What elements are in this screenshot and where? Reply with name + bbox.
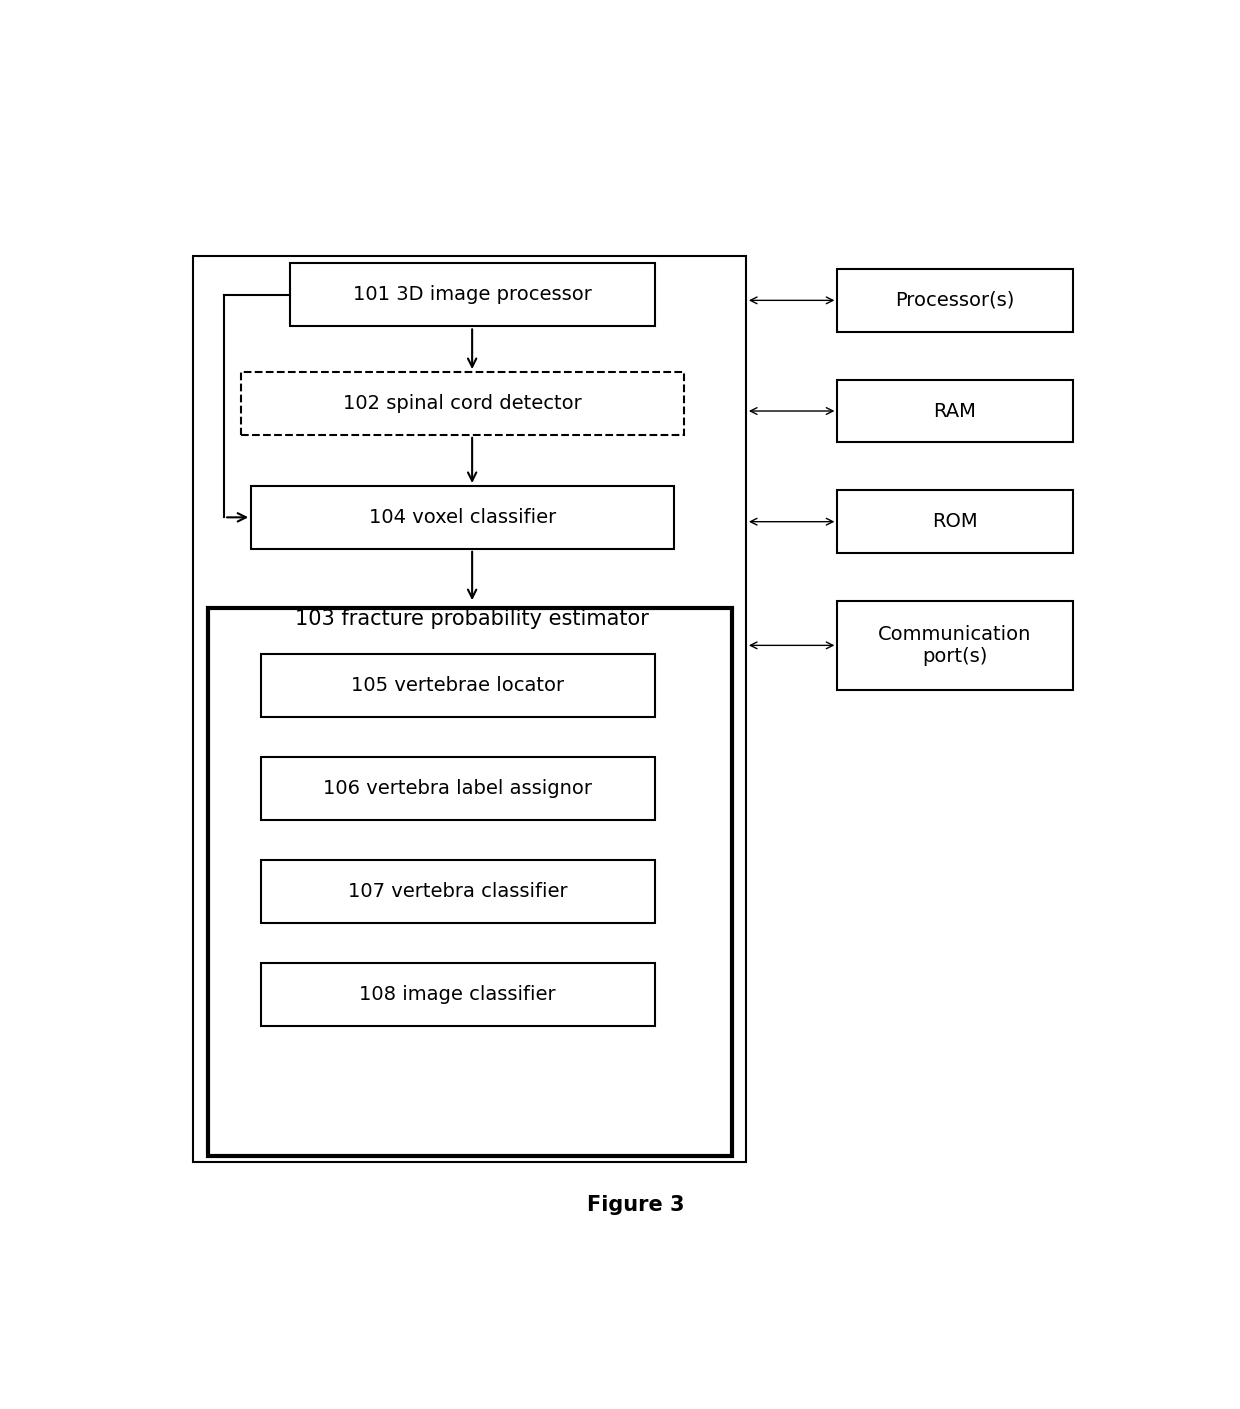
Bar — [250, 486, 675, 548]
Bar — [193, 256, 746, 1162]
Bar — [242, 372, 683, 435]
Bar — [837, 379, 1073, 442]
Bar — [260, 964, 655, 1026]
Text: 101 3D image processor: 101 3D image processor — [352, 286, 591, 304]
Bar — [260, 757, 655, 820]
Text: 108 image classifier: 108 image classifier — [360, 985, 556, 1005]
Text: ROM: ROM — [932, 513, 978, 531]
Text: 104 voxel classifier: 104 voxel classifier — [368, 507, 557, 527]
Text: Figure 3: Figure 3 — [587, 1195, 684, 1215]
Bar — [260, 654, 655, 717]
Text: 105 vertebrae locator: 105 vertebrae locator — [351, 676, 564, 695]
Bar — [208, 609, 732, 1157]
Bar — [837, 600, 1073, 690]
Bar — [837, 269, 1073, 333]
Bar — [837, 490, 1073, 554]
Text: 106 vertebra label assignor: 106 vertebra label assignor — [324, 779, 593, 797]
Text: 103 fracture probability estimator: 103 fracture probability estimator — [295, 609, 649, 630]
Text: 102 spinal cord detector: 102 spinal cord detector — [343, 395, 582, 413]
Bar — [290, 263, 655, 327]
Text: 107 vertebra classifier: 107 vertebra classifier — [348, 882, 568, 902]
Bar — [260, 859, 655, 923]
Text: Processor(s): Processor(s) — [895, 290, 1014, 310]
Text: Communication
port(s): Communication port(s) — [878, 624, 1032, 666]
Text: RAM: RAM — [934, 402, 976, 420]
